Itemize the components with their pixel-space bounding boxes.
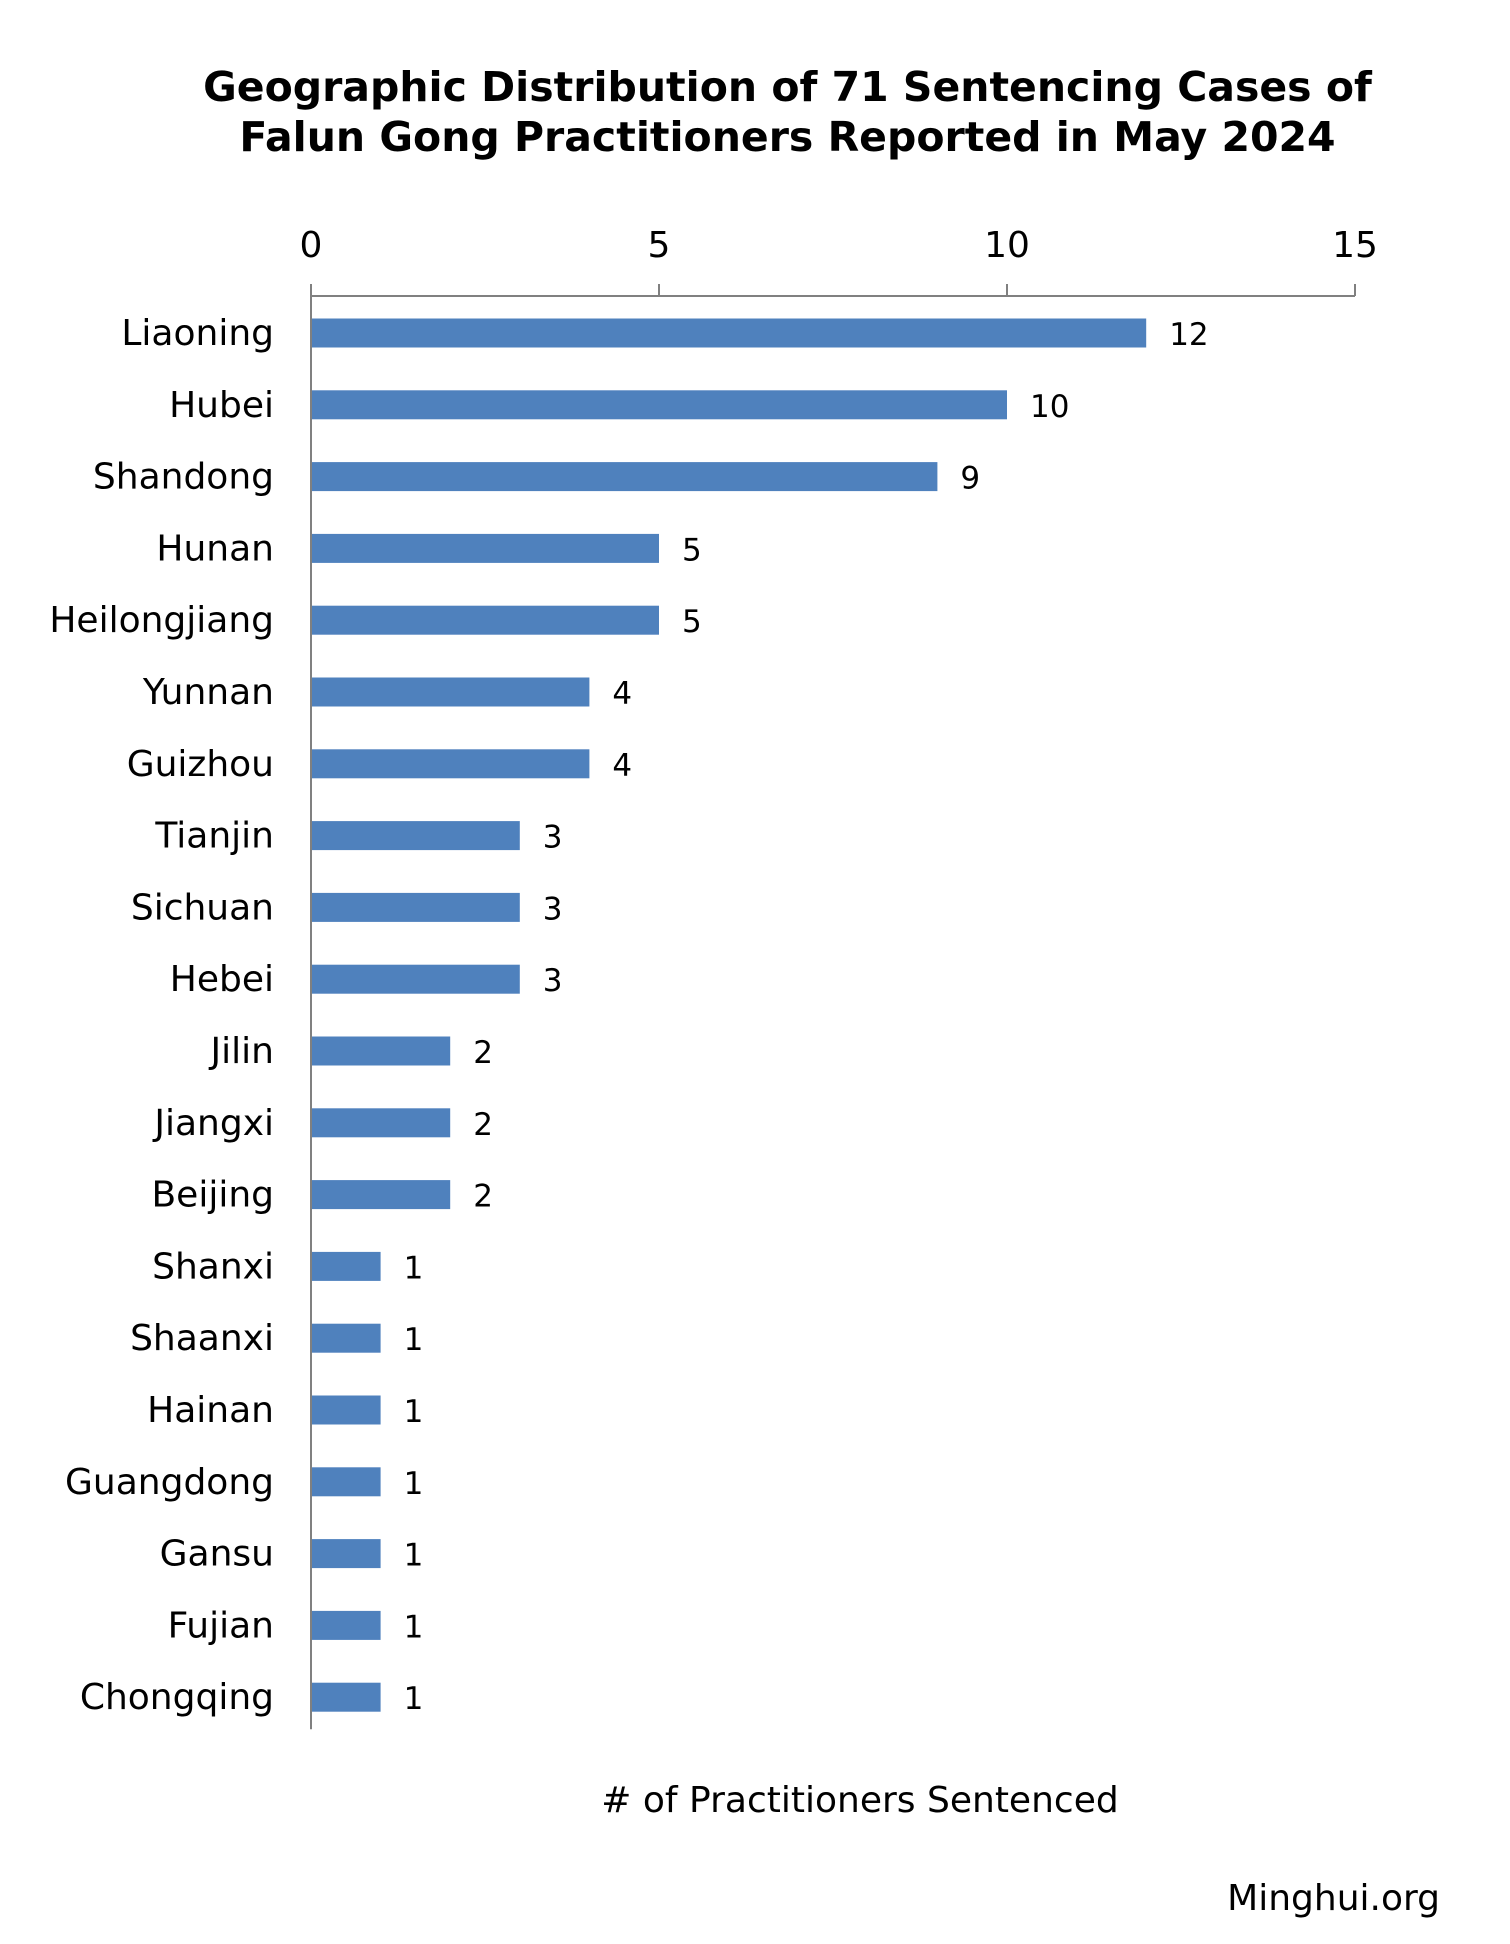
bar-jiangxi (311, 1108, 451, 1138)
x-tick-label-10: 10 (984, 225, 1030, 266)
x-tick-label-0: 0 (300, 225, 323, 266)
x-tick-label-15: 15 (1332, 225, 1378, 266)
bar-fujian (311, 1610, 381, 1640)
category-label-yunnan: Yunnan (142, 672, 274, 713)
data-label-sichuan: 3 (543, 891, 563, 927)
data-label-hainan: 1 (404, 1394, 424, 1430)
bar-shanxi (311, 1251, 381, 1281)
bar-liaoning (311, 318, 1147, 348)
bar-chongqing (311, 1682, 381, 1712)
data-label-beijing: 2 (473, 1179, 493, 1215)
source-credit: Minghui.org (1227, 1878, 1440, 1919)
category-label-gansu: Gansu (160, 1534, 274, 1575)
bar-sichuan (311, 892, 520, 922)
data-label-heilongjiang: 5 (682, 604, 702, 640)
bar-guizhou (311, 749, 590, 779)
category-label-sichuan: Sichuan (131, 887, 274, 928)
bar-beijing (311, 1180, 451, 1210)
bar-hebei (311, 964, 520, 994)
data-label-gansu: 1 (404, 1538, 424, 1574)
data-label-hebei: 3 (543, 963, 563, 999)
category-label-hunan: Hunan (156, 528, 274, 569)
x-axis-label: # of Practitioners Sentenced (601, 1780, 1119, 1821)
data-label-hunan: 5 (682, 532, 702, 568)
bar-gansu (311, 1539, 381, 1569)
data-label-shanxi: 1 (404, 1250, 424, 1286)
category-label-hebei: Hebei (170, 959, 274, 1000)
bar-yunnan (311, 677, 590, 707)
category-label-heilongjiang: Heilongjiang (49, 600, 274, 641)
category-label-jilin: Jilin (209, 1031, 274, 1072)
x-tick-label-5: 5 (648, 225, 671, 266)
data-label-shandong: 9 (960, 461, 980, 497)
category-label-jiangxi: Jiangxi (152, 1103, 274, 1144)
category-label-shandong: Shandong (93, 457, 274, 498)
bar-shandong (311, 462, 938, 492)
data-label-yunnan: 4 (612, 676, 632, 712)
category-label-beijing: Beijing (151, 1175, 274, 1216)
chart-title-line-2: Falun Gong Practitioners Reported in May… (239, 113, 1336, 161)
category-label-chongqing: Chongqing (80, 1677, 274, 1718)
category-label-shanxi: Shanxi (152, 1246, 274, 1287)
x-axis-ticks: 0 5 10 15 (300, 225, 1378, 296)
data-label-tianjin: 3 (543, 820, 563, 856)
category-label-fujian: Fujian (168, 1605, 274, 1646)
data-label-chongqing: 1 (404, 1681, 424, 1717)
category-label-shaanxi: Shaanxi (130, 1318, 274, 1359)
data-label-jilin: 2 (473, 1035, 493, 1071)
data-label-fujian: 1 (404, 1609, 424, 1645)
bar-shaanxi (311, 1323, 381, 1353)
bar-tianjin (311, 821, 520, 851)
bar-hubei (311, 390, 1007, 420)
category-label-hainan: Hainan (147, 1390, 274, 1431)
chart-title-line-1: Geographic Distribution of 71 Sentencing… (203, 63, 1372, 111)
chart-title: Geographic Distribution of 71 Sentencing… (0, 62, 1510, 162)
bar-hainan (311, 1395, 381, 1425)
data-label-hubei: 10 (1030, 389, 1069, 425)
bar-hunan (311, 533, 659, 563)
data-label-guangdong: 1 (404, 1466, 424, 1502)
data-label-jiangxi: 2 (473, 1107, 493, 1143)
data-label-shaanxi: 1 (404, 1322, 424, 1358)
bar-jilin (311, 1036, 451, 1066)
bar-guangdong (311, 1467, 381, 1497)
category-label-hubei: Hubei (169, 385, 274, 426)
category-label-guizhou: Guizhou (127, 744, 274, 785)
category-label-guangdong: Guangdong (65, 1462, 274, 1503)
category-label-liaoning: Liaoning (121, 313, 274, 354)
bar-heilongjiang (311, 605, 659, 635)
data-label-liaoning: 12 (1169, 317, 1208, 353)
category-label-tianjin: Tianjin (154, 816, 274, 857)
data-label-guizhou: 4 (612, 748, 632, 784)
